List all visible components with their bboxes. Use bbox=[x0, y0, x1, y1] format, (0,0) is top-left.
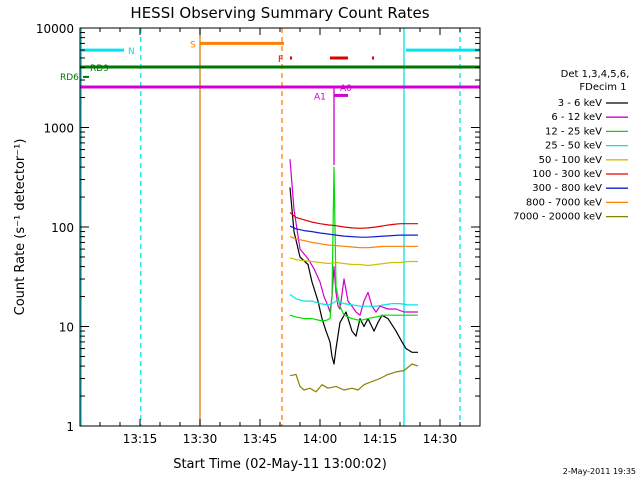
series-line-7 bbox=[289, 236, 418, 249]
legend-entry-label: 300 - 800 keV bbox=[532, 183, 602, 194]
legend-entry-label: 25 - 50 keV bbox=[545, 141, 602, 152]
x-tick-label: 14:15 bbox=[363, 432, 398, 446]
legend-entry-label: 3 - 6 keV bbox=[558, 98, 602, 109]
flag-label-a1: A1 bbox=[314, 92, 326, 102]
flag-label-rd6: RD6 bbox=[60, 73, 79, 83]
x-axis-label: Start Time (02-May-11 13:00:02) bbox=[173, 457, 387, 472]
series-line-2 bbox=[289, 166, 418, 322]
x-tick-label: 14:30 bbox=[423, 432, 458, 446]
y-tick-label: 1000 bbox=[43, 122, 74, 136]
axes bbox=[80, 27, 480, 427]
series-line-8 bbox=[289, 363, 419, 393]
legend-entry-label: 6 - 12 keV bbox=[551, 112, 602, 123]
y-tick-label: 10000 bbox=[36, 22, 74, 36]
series-line-3 bbox=[289, 293, 418, 307]
legend-header-line: FDecim 1 bbox=[579, 82, 626, 93]
x-tick-label: 14:00 bbox=[303, 432, 338, 446]
series-line-4 bbox=[289, 257, 418, 267]
y-tick-label: 10 bbox=[59, 321, 74, 335]
plot-area bbox=[80, 28, 480, 426]
flag-label-n: N bbox=[128, 47, 135, 57]
series-line-5 bbox=[289, 212, 418, 229]
legend-entry-label: 50 - 100 keV bbox=[539, 155, 603, 166]
x-tick-label: 13:15 bbox=[123, 432, 158, 446]
legend-entry-label: 800 - 7000 keV bbox=[526, 197, 602, 208]
y-axis-label: Count Rate (s⁻¹ detector⁻¹) bbox=[13, 139, 28, 316]
y-tick-label: 100 bbox=[51, 221, 74, 235]
flag-label-a0: A0 bbox=[340, 84, 352, 94]
x-tick-label: 13:30 bbox=[183, 432, 218, 446]
legend-entry-label: 12 - 25 keV bbox=[545, 126, 602, 137]
legend-entry-label: 100 - 300 keV bbox=[532, 169, 602, 180]
y-tick-label: 1 bbox=[66, 420, 74, 434]
flag-label-rd9: RD9 bbox=[90, 64, 109, 74]
flag-label-s: S bbox=[190, 40, 196, 50]
series-line-6 bbox=[289, 225, 418, 238]
chart-title: HESSI Observing Summary Count Rates bbox=[130, 4, 429, 22]
series-line-1 bbox=[289, 159, 418, 316]
legend: Det 1,3,4,5,6, FDecim 1 3 - 6 keV 6 - 12 ke… bbox=[513, 69, 629, 223]
date-stamp: 2-May-2011 19:35 bbox=[563, 467, 636, 476]
series-line-0 bbox=[289, 187, 418, 365]
legend-header-line: Det 1,3,4,5,6, bbox=[561, 69, 630, 80]
legend-entry-label: 7000 - 20000 keV bbox=[513, 212, 602, 223]
flag-label-f: F bbox=[278, 55, 283, 65]
x-tick-label: 13:45 bbox=[243, 432, 278, 446]
